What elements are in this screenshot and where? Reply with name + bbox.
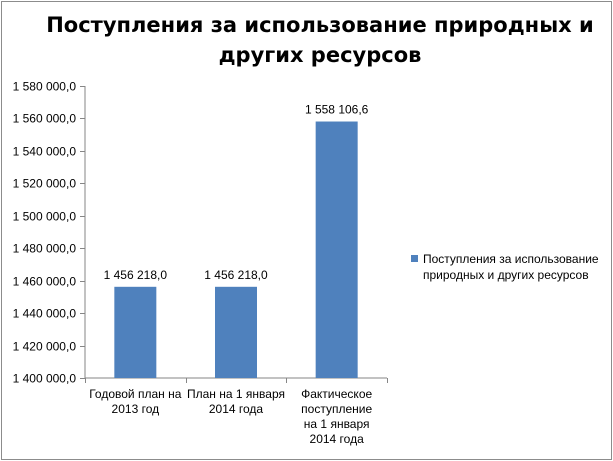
x-category-label-line: 2014 года: [309, 432, 364, 446]
y-tick-label: 1 400 000,0: [13, 372, 77, 386]
x-category-label-line: 2014 года: [208, 402, 264, 416]
x-category-label: План на 1 января 2014 года: [181, 387, 291, 417]
x-category-label-line: поступление: [301, 402, 373, 416]
bar: [114, 286, 157, 378]
y-tick-label: 1 500 000,0: [13, 210, 77, 224]
x-category-label-line: 2013 год: [111, 402, 160, 416]
y-tick-label: 1 460 000,0: [13, 275, 77, 289]
legend-swatch: [411, 255, 418, 262]
chart-title-line-2: других ресурсов: [218, 43, 422, 67]
x-category-label-line: План на 1 января: [187, 387, 285, 401]
chart-title: Поступления за использование природных и…: [40, 10, 600, 70]
y-tick-label: 1 480 000,0: [13, 242, 77, 256]
x-category-label-line: на 1 января: [303, 417, 370, 431]
y-tick-label: 1 520 000,0: [13, 177, 77, 191]
bar-data-label: 1 558 106,6: [305, 103, 369, 117]
bar: [215, 286, 257, 378]
chart-title-line-1: Поступления за использование природных и: [46, 13, 594, 37]
legend-label: Поступления за использование природных и…: [423, 252, 599, 282]
x-category-label-line: Годовой план на: [89, 387, 182, 401]
y-tick-label: 1 420 000,0: [13, 340, 77, 354]
y-tick-label: 1 580 000,0: [13, 80, 77, 94]
y-tick-label: 1 540 000,0: [13, 145, 77, 159]
x-category-label-line: Фактическое: [301, 387, 373, 401]
bar: [315, 121, 358, 378]
y-tick-label: 1 560 000,0: [13, 112, 77, 126]
x-category-label: Фактическое поступление на 1 января 2014 го…: [282, 387, 392, 447]
bar-data-label: 1 456 218,0: [104, 268, 168, 282]
x-category-label: Годовой план на 2013 год: [80, 387, 190, 417]
bar-data-label: 1 456 218,0: [204, 268, 268, 282]
y-tick-label: 1 440 000,0: [13, 307, 77, 321]
